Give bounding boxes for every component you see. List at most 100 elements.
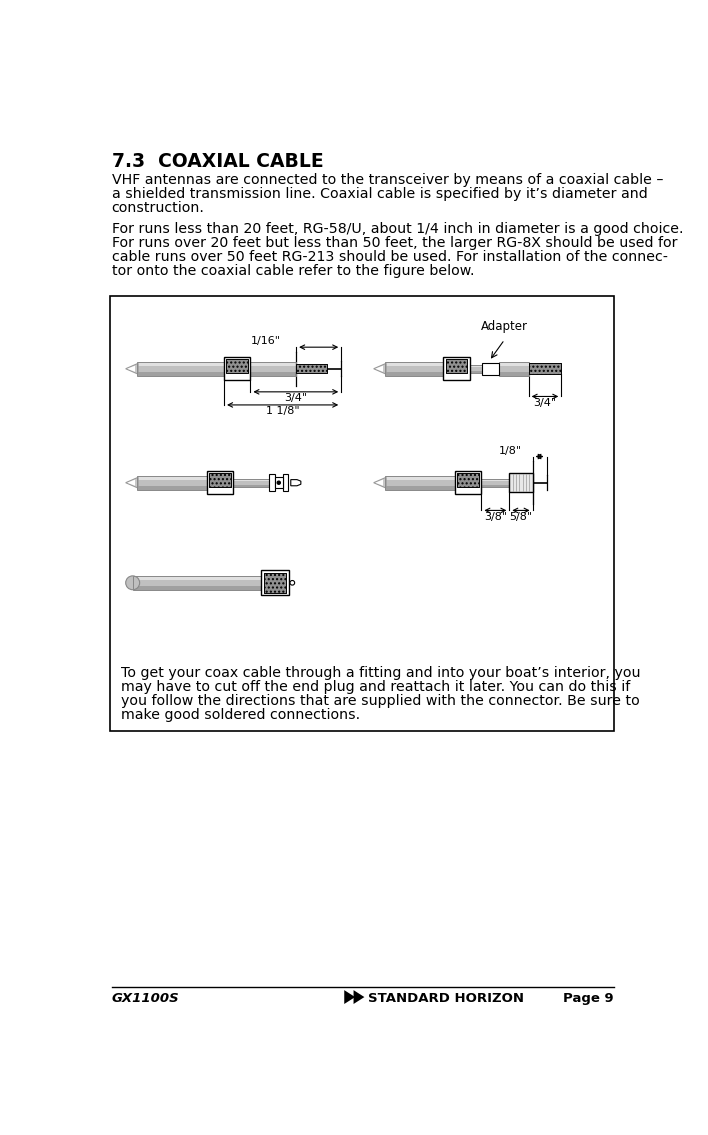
Circle shape — [126, 575, 139, 590]
Bar — [384, 362, 443, 365]
Bar — [446, 359, 467, 372]
Text: 1/16": 1/16" — [251, 336, 280, 346]
Polygon shape — [126, 363, 138, 375]
Circle shape — [290, 580, 295, 586]
Text: 3/8": 3/8" — [484, 512, 507, 522]
Polygon shape — [353, 990, 365, 1004]
Text: cable runs over 50 feet RG-213 should be used. For installation of the connec-: cable runs over 50 feet RG-213 should be… — [112, 250, 668, 264]
Polygon shape — [127, 365, 135, 372]
Bar — [499, 362, 529, 365]
Bar — [384, 486, 455, 489]
Text: you follow the directions that are supplied with the connector. Be sure to: you follow the directions that are suppl… — [121, 693, 640, 708]
Bar — [137, 362, 224, 376]
Circle shape — [278, 481, 280, 485]
Bar — [455, 471, 481, 494]
Bar — [384, 362, 443, 376]
Text: Adapter: Adapter — [481, 320, 528, 334]
Bar — [137, 476, 207, 489]
Polygon shape — [291, 480, 301, 486]
Polygon shape — [375, 365, 383, 372]
Text: a shielded transmission line. Coaxial cable is specified by it’s diameter and: a shielded transmission line. Coaxial ca… — [112, 187, 648, 201]
Bar — [224, 358, 251, 380]
Text: tor onto the coaxial cable refer to the figure below.: tor onto the coaxial cable refer to the … — [112, 264, 474, 278]
Bar — [529, 363, 561, 375]
Bar — [269, 474, 275, 491]
Bar — [275, 478, 283, 488]
Polygon shape — [126, 478, 138, 488]
Bar — [210, 472, 231, 487]
Bar — [261, 571, 290, 595]
Text: GX1100S: GX1100S — [112, 992, 179, 1004]
Bar — [137, 362, 224, 376]
Bar — [132, 575, 261, 590]
Bar — [137, 476, 207, 489]
Bar — [481, 479, 509, 481]
Bar — [296, 364, 327, 373]
Bar — [529, 363, 561, 375]
Bar — [470, 364, 482, 368]
Polygon shape — [344, 990, 355, 1004]
Bar — [137, 476, 207, 480]
Text: make good soldered connections.: make good soldered connections. — [121, 707, 360, 722]
Bar — [384, 362, 443, 376]
Text: 7.3  COAXIAL CABLE: 7.3 COAXIAL CABLE — [112, 152, 324, 170]
Bar — [234, 479, 269, 487]
Bar — [132, 575, 261, 590]
Bar — [481, 479, 509, 487]
Bar — [251, 362, 296, 376]
Polygon shape — [374, 363, 386, 375]
Bar — [384, 476, 455, 489]
Bar — [234, 479, 269, 487]
Bar — [470, 364, 482, 372]
Text: STANDARD HORIZON: STANDARD HORIZON — [367, 992, 523, 1004]
Bar — [264, 573, 286, 592]
Bar — [264, 573, 286, 592]
Text: For runs over 20 feet but less than 50 feet, the larger RG-8X should be used for: For runs over 20 feet but less than 50 f… — [112, 236, 678, 251]
Text: 5/8": 5/8" — [509, 512, 532, 522]
Bar — [457, 472, 479, 487]
Bar — [481, 485, 509, 487]
Bar — [234, 485, 269, 487]
Text: For runs less than 20 feet, RG-58/U, about 1/4 inch in diameter is a good choice: For runs less than 20 feet, RG-58/U, abo… — [112, 222, 683, 236]
Bar — [499, 372, 529, 376]
Text: VHF antennas are connected to the transceiver by means of a coaxial cable –: VHF antennas are connected to the transc… — [112, 174, 663, 187]
Bar — [137, 362, 224, 365]
Bar — [283, 474, 288, 491]
Bar — [470, 364, 482, 372]
Text: 1/8": 1/8" — [498, 446, 522, 456]
Bar — [234, 479, 269, 481]
Text: Page 9: Page 9 — [564, 992, 614, 1004]
Bar — [470, 371, 482, 372]
Text: To get your coax cable through a fitting and into your boat’s interior, you: To get your coax cable through a fitting… — [121, 666, 641, 680]
Bar — [384, 476, 455, 489]
Bar — [499, 362, 529, 376]
Bar — [210, 472, 231, 487]
Bar — [251, 362, 296, 376]
Bar — [137, 486, 207, 489]
Text: 3/4": 3/4" — [533, 398, 556, 407]
Text: 1 1/8": 1 1/8" — [266, 406, 299, 417]
Bar — [384, 476, 455, 480]
Text: construction.: construction. — [112, 201, 205, 215]
Bar — [446, 359, 467, 372]
Bar — [509, 473, 532, 491]
Bar — [132, 575, 261, 580]
Polygon shape — [375, 480, 383, 486]
Bar — [251, 362, 296, 365]
Bar — [482, 362, 499, 375]
Bar — [499, 362, 529, 376]
Polygon shape — [127, 480, 135, 486]
Text: may have to cut off the end plug and reattach it later. You can do this if: may have to cut off the end plug and rea… — [121, 680, 630, 693]
Bar — [443, 358, 470, 380]
Bar — [384, 372, 443, 376]
Bar — [457, 472, 479, 487]
Bar — [251, 372, 296, 376]
Bar — [227, 359, 248, 372]
Bar — [132, 587, 261, 590]
Bar — [207, 471, 234, 494]
Bar — [227, 359, 248, 372]
Bar — [110, 296, 614, 731]
Bar — [481, 479, 509, 487]
Bar — [296, 364, 327, 373]
Polygon shape — [374, 478, 386, 488]
